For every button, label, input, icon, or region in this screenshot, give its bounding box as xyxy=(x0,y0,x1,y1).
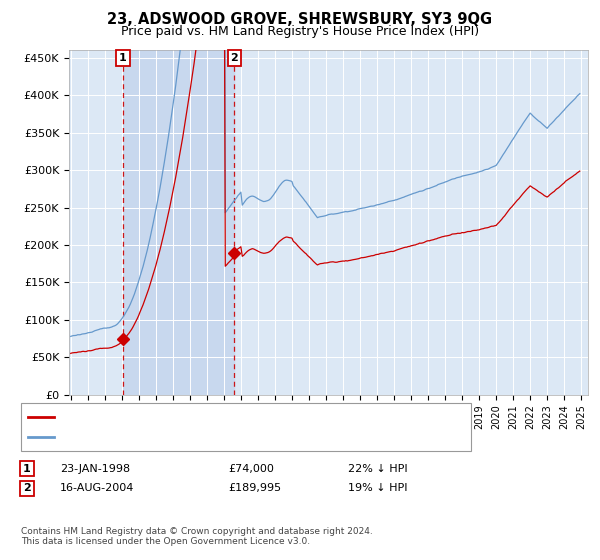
Text: Price paid vs. HM Land Registry's House Price Index (HPI): Price paid vs. HM Land Registry's House … xyxy=(121,25,479,38)
Text: HPI: Average price, detached house, Shropshire: HPI: Average price, detached house, Shro… xyxy=(58,432,307,442)
Text: 1: 1 xyxy=(23,464,31,474)
Text: 23, ADSWOOD GROVE, SHREWSBURY, SY3 9QG: 23, ADSWOOD GROVE, SHREWSBURY, SY3 9QG xyxy=(107,12,493,27)
Text: 1: 1 xyxy=(119,53,127,63)
Text: 16-AUG-2004: 16-AUG-2004 xyxy=(60,483,134,493)
Text: 23, ADSWOOD GROVE, SHREWSBURY, SY3 9QG (detached house): 23, ADSWOOD GROVE, SHREWSBURY, SY3 9QG (… xyxy=(58,412,401,422)
Bar xyxy=(123,50,235,395)
Text: 23-JAN-1998: 23-JAN-1998 xyxy=(60,464,130,474)
Text: 22% ↓ HPI: 22% ↓ HPI xyxy=(348,464,407,474)
Text: £74,000: £74,000 xyxy=(228,464,274,474)
Text: 19% ↓ HPI: 19% ↓ HPI xyxy=(348,483,407,493)
Text: 2: 2 xyxy=(23,483,31,493)
Text: Contains HM Land Registry data © Crown copyright and database right 2024.
This d: Contains HM Land Registry data © Crown c… xyxy=(21,526,373,546)
Text: £189,995: £189,995 xyxy=(228,483,281,493)
Text: 2: 2 xyxy=(230,53,238,63)
